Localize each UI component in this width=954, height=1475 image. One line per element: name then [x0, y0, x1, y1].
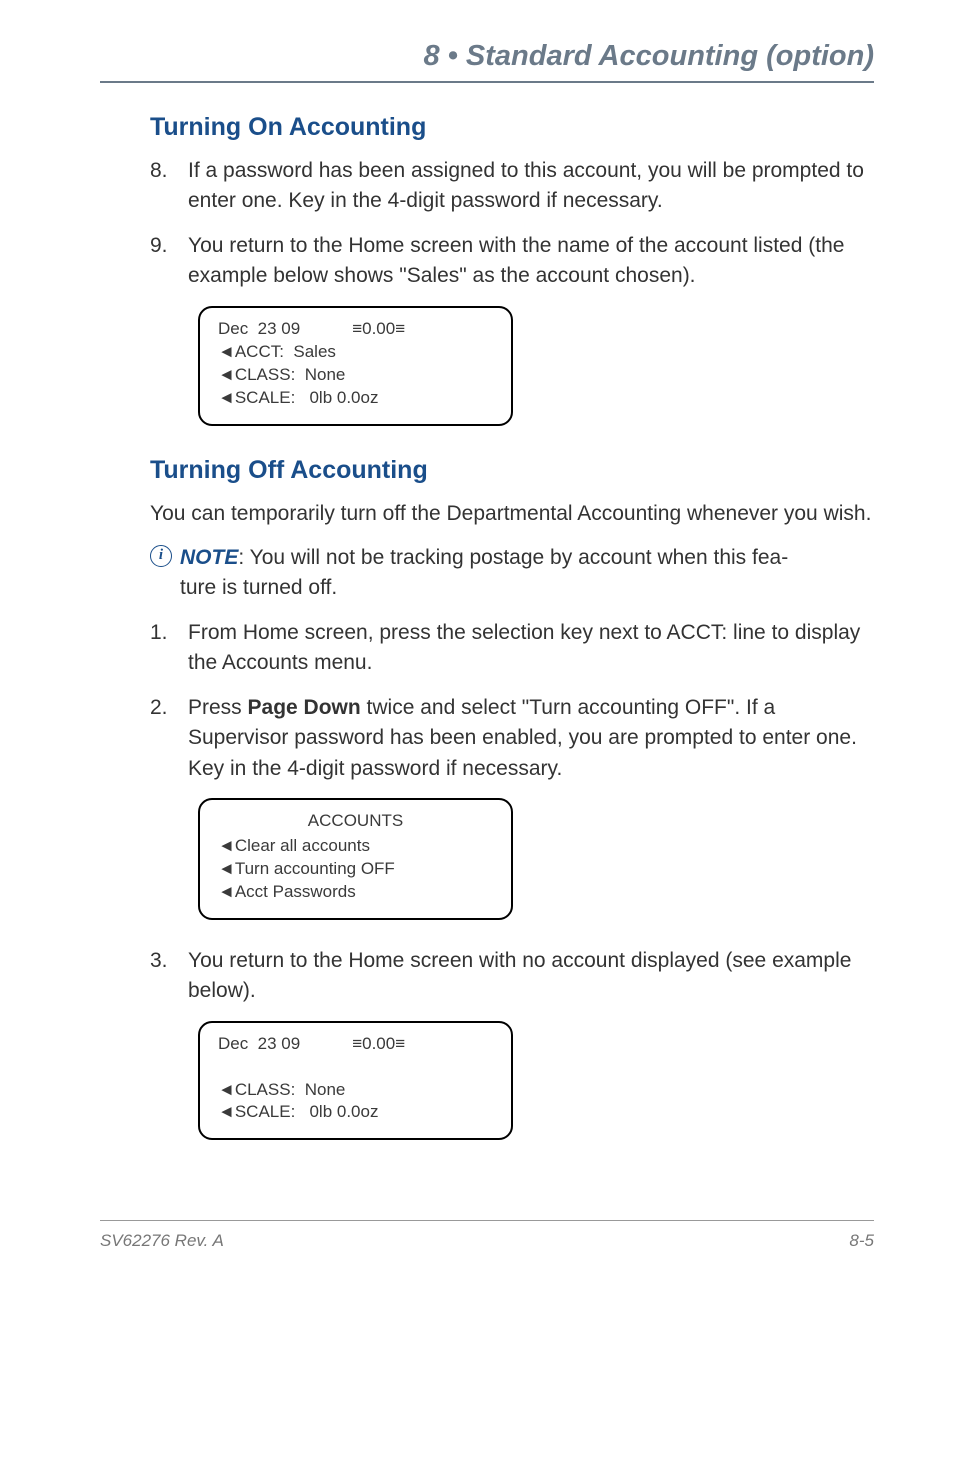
list-number: 1.: [150, 618, 188, 679]
paragraph: You can temporarily turn off the Departm…: [150, 499, 874, 529]
lcd-screen-accounts-menu: ACCOUNTS ◄Clear all accounts ◄Turn accou…: [198, 798, 513, 920]
lcd-amount: ≡0.00≡: [352, 1034, 405, 1053]
list-number: 3.: [150, 946, 188, 1007]
text-span: Press: [188, 696, 248, 719]
list-text: You return to the Home screen with the n…: [188, 231, 874, 292]
note-body: : You will not be tracking postage by ac…: [238, 546, 781, 569]
heading-turning-on-accounting: Turning On Accounting: [150, 113, 874, 142]
page-footer: SV62276 Rev. A 8-5: [100, 1220, 874, 1251]
list-text: Press Page Down twice and select "Turn a…: [188, 693, 874, 784]
lcd-title: ACCOUNTS: [218, 810, 493, 833]
info-icon: i: [150, 545, 172, 567]
list-text: From Home screen, press the selection ke…: [188, 618, 874, 679]
note-body: ture is turned off.: [180, 576, 337, 599]
lcd-amount: ≡0.00≡: [352, 319, 405, 338]
lcd-line: Dec 23 09 ≡0.00≡: [218, 318, 493, 341]
lcd-screen-home-no-account: Dec 23 09 ≡0.00≡ ◄CLASS: None ◄SCALE: 0l…: [198, 1021, 513, 1141]
footer-doc-id: SV62276 Rev. A: [100, 1231, 224, 1251]
lcd-blank-line: [218, 1056, 493, 1079]
lcd-screen-home-sales: Dec 23 09 ≡0.00≡ ◄ACCT: Sales ◄CLASS: No…: [198, 306, 513, 426]
list-item: 9. You return to the Home screen with th…: [150, 231, 874, 292]
lcd-date: Dec 23 09: [218, 1034, 300, 1053]
lcd-line: ◄Turn accounting OFF: [218, 858, 493, 881]
list-number: 2.: [150, 693, 188, 784]
lcd-line: ◄Clear all accounts: [218, 835, 493, 858]
lcd-line: ◄ACCT: Sales: [218, 341, 493, 364]
list-item: 8. If a password has been assigned to th…: [150, 156, 874, 217]
lcd-line: ◄SCALE: 0lb 0.0oz: [218, 1101, 493, 1124]
list-item: 3. You return to the Home screen with no…: [150, 946, 874, 1007]
lcd-line: ◄CLASS: None: [218, 364, 493, 387]
list-item: 2. Press Page Down twice and select "Tur…: [150, 693, 874, 784]
note-text: NOTE: You will not be tracking postage b…: [180, 543, 788, 604]
heading-turning-off-accounting: Turning Off Accounting: [150, 456, 874, 485]
lcd-line: ◄SCALE: 0lb 0.0oz: [218, 387, 493, 410]
list-text: If a password has been assigned to this …: [188, 156, 874, 217]
chapter-title: 8 • Standard Accounting (option): [100, 40, 874, 83]
lcd-date: Dec 23 09: [218, 319, 300, 338]
note-label: NOTE: [180, 546, 238, 569]
lcd-line: ◄Acct Passwords: [218, 881, 493, 904]
note: i NOTE: You will not be tracking postage…: [150, 543, 874, 604]
keyboard-key: Page Down: [248, 696, 361, 719]
list-number: 8.: [150, 156, 188, 217]
footer-page-number: 8-5: [849, 1231, 874, 1251]
list-item: 1. From Home screen, press the selection…: [150, 618, 874, 679]
list-text: You return to the Home screen with no ac…: [188, 946, 874, 1007]
lcd-line: ◄CLASS: None: [218, 1079, 493, 1102]
lcd-line: Dec 23 09 ≡0.00≡: [218, 1033, 493, 1056]
list-number: 9.: [150, 231, 188, 292]
